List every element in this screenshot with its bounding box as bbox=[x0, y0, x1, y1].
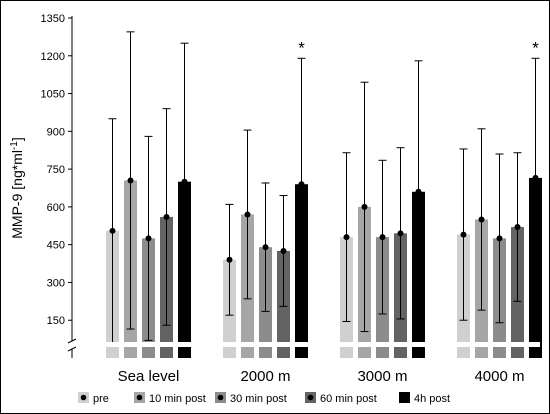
legend-marker bbox=[136, 394, 143, 401]
y-tick-label: 1200 bbox=[41, 51, 65, 63]
mean-point bbox=[532, 174, 539, 181]
category-label: 3000 m bbox=[357, 368, 407, 385]
y-tick-label: 450 bbox=[47, 240, 65, 252]
legend-marker bbox=[401, 394, 408, 401]
legend-label: 60 min post bbox=[320, 393, 377, 405]
category-label: 2000 m bbox=[240, 368, 290, 385]
significance-marker: * bbox=[298, 38, 305, 57]
legend: pre 10 min post 30 min post 60 min post 4h p… bbox=[78, 392, 450, 405]
mean-point bbox=[226, 256, 233, 263]
significance-marker: * bbox=[532, 38, 539, 57]
axis-break-band bbox=[82, 342, 540, 347]
axis-layer: 150 300 450 600 750 900 1050 1200 1350 Sea level 2… bbox=[41, 13, 525, 385]
mean-point bbox=[460, 231, 467, 238]
mean-point bbox=[145, 235, 152, 242]
mean-point bbox=[379, 234, 386, 241]
mean-point bbox=[280, 247, 287, 254]
legend-label: pre bbox=[93, 393, 109, 405]
y-tick-label: 1350 bbox=[41, 13, 65, 25]
y-tick-label: 900 bbox=[47, 126, 65, 138]
category-label: 4000 m bbox=[474, 368, 524, 385]
mean-point bbox=[127, 177, 134, 184]
mean-point bbox=[181, 178, 188, 185]
axis-break-mark bbox=[67, 338, 77, 344]
legend-label: 10 min post bbox=[149, 393, 206, 405]
legend-marker bbox=[80, 394, 87, 401]
mean-point bbox=[415, 188, 422, 195]
mean-point bbox=[298, 181, 305, 188]
mean-point bbox=[496, 235, 503, 242]
legend-label: 4h post bbox=[414, 393, 450, 405]
legend-label: 30 min post bbox=[230, 393, 287, 405]
y-tick-label: 150 bbox=[47, 315, 65, 327]
y-tick-label: 300 bbox=[47, 277, 65, 289]
mean-point bbox=[478, 216, 485, 223]
mean-point bbox=[397, 230, 404, 237]
legend-marker bbox=[217, 394, 224, 401]
mean-point bbox=[514, 224, 521, 231]
legend-marker bbox=[307, 394, 314, 401]
mean-point bbox=[163, 213, 170, 220]
mean-point bbox=[361, 203, 368, 210]
y-axis-label: MMP-9 [ng*ml-1] bbox=[9, 137, 25, 238]
y-tick-label: 600 bbox=[47, 202, 65, 214]
category-label: Sea level bbox=[118, 368, 180, 385]
mean-point bbox=[244, 211, 251, 218]
plot-layer: * * bbox=[82, 31, 542, 358]
axis-break-mark bbox=[67, 346, 77, 352]
mean-point bbox=[109, 227, 116, 234]
mean-point bbox=[262, 244, 269, 251]
y-tick-label: 750 bbox=[47, 164, 65, 176]
mean-point bbox=[343, 234, 350, 241]
y-tick-label: 1050 bbox=[41, 89, 65, 101]
